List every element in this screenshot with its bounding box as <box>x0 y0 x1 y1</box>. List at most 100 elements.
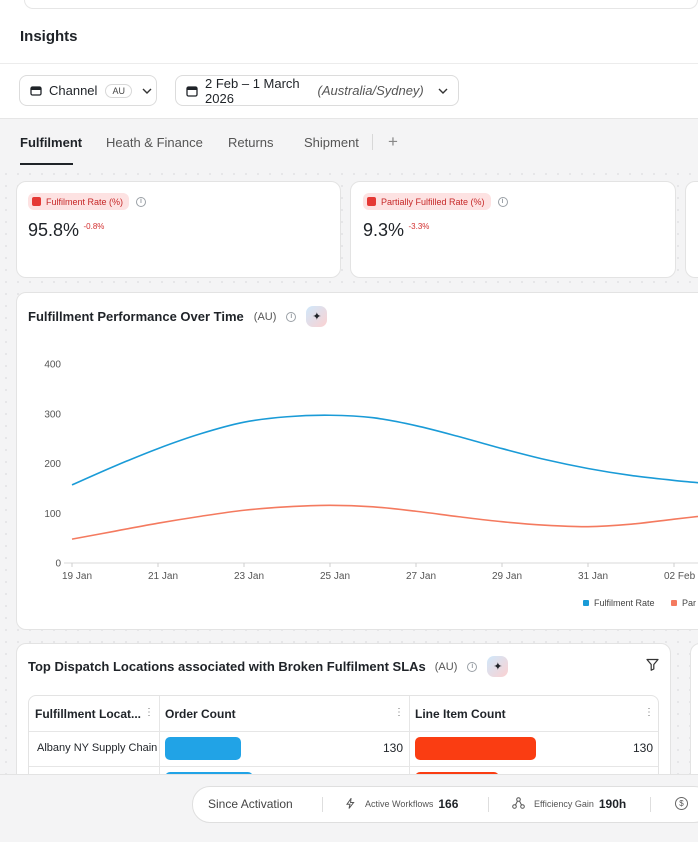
column-menu-icon[interactable]: ⋮ <box>394 707 404 718</box>
efficiency-gain-value: 190h <box>598 797 627 811</box>
footer-divider <box>322 797 323 812</box>
tabs-bar <box>0 118 698 166</box>
table-header-row: Top Dispatch Locations associated with B… <box>28 656 509 677</box>
kpi-label-text: Fulfilment Rate (%) <box>46 196 124 207</box>
tab-health-finance[interactable]: Heath & Finance <box>106 135 203 150</box>
table-cell-line-item-count: 130 <box>632 741 653 755</box>
x-tick-label: 31 Jan <box>578 571 608 582</box>
tab-divider <box>372 134 373 150</box>
kpi-delta: -0.8% <box>83 222 105 231</box>
kpi-header: Fulfilment Rate (%) i <box>28 193 147 210</box>
x-tick-label: 23 Jan <box>234 571 264 582</box>
add-tab-button[interactable]: + <box>388 132 398 151</box>
store-icon <box>30 84 42 98</box>
line-item-count-bar <box>415 737 536 760</box>
kpi-label-text: Partially Fulfilled Rate (%) <box>381 196 485 207</box>
info-icon[interactable]: i <box>286 311 297 322</box>
store-icon <box>32 197 41 206</box>
table-cell-order-count: 130 <box>382 741 403 755</box>
top-banner-edge <box>24 0 698 9</box>
chart-region: (AU) <box>253 310 277 323</box>
kpi-value-row: 9.3% -3.3% <box>363 220 429 241</box>
kpi-value-row: 95.8% -0.8% <box>28 220 104 241</box>
column-divider <box>159 696 160 784</box>
filter-icon[interactable] <box>646 658 659 676</box>
tab-returns[interactable]: Returns <box>228 135 274 150</box>
activation-stats-pill <box>192 786 698 823</box>
performance-line-chart: 0 100 200 300 400 19 Jan 21 Jan 23 Jan 25 Jan 27 … <box>44 360 698 582</box>
page-title: Insights <box>20 28 78 45</box>
channel-label: Channel <box>49 83 98 98</box>
x-tick-label: 19 Jan <box>62 571 92 582</box>
legend-item: Par <box>671 598 696 608</box>
since-activation-label: Since Activation <box>208 797 293 811</box>
kpi-label: Partially Fulfilled Rate (%) <box>363 193 491 210</box>
y-tick-label: 200 <box>44 459 61 470</box>
channel-badge: AU <box>105 83 132 98</box>
info-icon[interactable]: i <box>497 196 508 207</box>
legend-label: Fulfilment Rate <box>594 598 655 608</box>
kpi-card-partial <box>685 181 698 278</box>
chart-header: Fulfillment Performance Over Time (AU) i… <box>28 306 328 327</box>
kpi-delta: -3.3% <box>408 222 430 231</box>
info-icon[interactable]: i <box>467 661 478 672</box>
dollar-icon: $ <box>675 797 688 810</box>
x-tick-label: 02 Feb <box>664 571 696 582</box>
y-tick-label: 0 <box>55 559 61 570</box>
date-range-filter[interactable]: 2 Feb – 1 March 2026 (Australia/Sydney) <box>175 75 459 106</box>
legend-item: Fulfilment Rate <box>583 598 655 608</box>
active-workflows-label: Active Workflows <box>365 799 434 809</box>
y-tick-label: 400 <box>44 360 61 371</box>
header-divider <box>29 731 658 732</box>
date-range-text: 2 Feb – 1 March 2026 <box>205 75 300 106</box>
kpi-label: Fulfilment Rate (%) <box>28 193 130 210</box>
column-menu-icon[interactable]: ⋮ <box>144 707 154 718</box>
efficiency-gain-label: Efficiency Gain <box>534 799 594 809</box>
chevron-down-icon <box>438 85 448 97</box>
series-line-partially-fulfilled-rate <box>71 504 698 540</box>
active-tab-indicator <box>20 163 73 165</box>
info-icon[interactable]: i <box>136 196 147 207</box>
x-tick-label: 25 Jan <box>320 571 350 582</box>
column-header-line-item-count[interactable]: Line Item Count <box>415 706 506 721</box>
workflow-icon <box>512 797 525 811</box>
performance-chart-card <box>16 292 698 630</box>
column-header-location[interactable]: Fulfillment Locat... <box>35 706 142 721</box>
kpi-value: 9.3% <box>363 220 405 240</box>
channel-filter[interactable]: Channel AU <box>19 75 157 106</box>
header-divider <box>0 63 698 64</box>
active-workflows-value: 166 <box>438 797 459 811</box>
series-line-fulfilment-rate <box>71 414 698 486</box>
legend-swatch <box>671 600 677 606</box>
tab-fulfilment[interactable]: Fulfilment <box>20 135 83 150</box>
legend-swatch <box>583 600 589 606</box>
table-title: Top Dispatch Locations associated with B… <box>28 659 426 674</box>
efficiency-gain-stat: Efficiency Gain 190h <box>512 797 626 811</box>
order-count-bar <box>165 737 241 760</box>
store-icon <box>367 197 376 206</box>
lightning-icon <box>346 796 355 811</box>
timezone-text: (Australia/Sydney) <box>317 83 424 98</box>
kpi-header: Partially Fulfilled Rate (%) i <box>363 193 508 210</box>
calendar-icon <box>186 84 198 98</box>
y-tick-label: 300 <box>44 409 61 420</box>
table-cell-location[interactable]: Albany NY Supply Chain C <box>37 742 159 754</box>
ai-sparkle-button[interactable]: ✦ <box>306 306 328 327</box>
active-workflows-stat: Active Workflows 166 <box>346 796 459 811</box>
data-table <box>28 695 659 785</box>
row-divider <box>29 766 658 767</box>
tab-shipment[interactable]: Shipment <box>304 135 359 150</box>
x-tick-label: 21 Jan <box>148 571 178 582</box>
x-tick-label: 27 Jan <box>406 571 436 582</box>
column-menu-icon[interactable]: ⋮ <box>644 707 654 718</box>
y-tick-label: 100 <box>44 509 61 520</box>
column-header-order-count[interactable]: Order Count <box>165 706 236 721</box>
ai-sparkle-button[interactable]: ✦ <box>487 656 509 677</box>
footer-divider <box>650 797 651 812</box>
column-divider <box>409 696 410 784</box>
table-region: (AU) <box>434 660 458 673</box>
legend-label: Par <box>682 598 697 608</box>
footer-divider <box>488 797 489 812</box>
x-tick-label: 29 Jan <box>492 571 522 582</box>
chevron-down-icon <box>142 85 152 97</box>
